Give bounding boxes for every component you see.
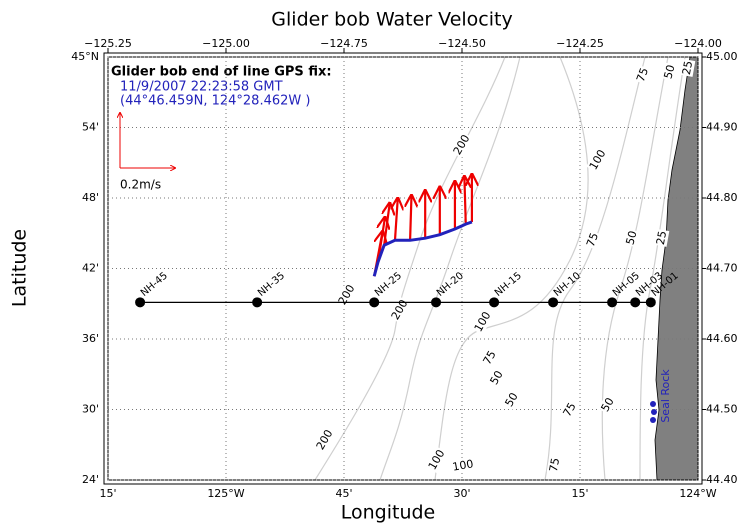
station-label: NH-15 xyxy=(493,270,524,299)
station xyxy=(607,297,618,308)
station xyxy=(252,297,263,308)
gps-position: (44°46.459N, 124°28.462W ) xyxy=(120,94,310,109)
station xyxy=(369,297,380,308)
velocity-arrow xyxy=(384,204,390,246)
bottom-tick-label: 15' xyxy=(99,487,116,500)
contour-label-bg xyxy=(679,58,696,77)
right-tick-label: 44.40 xyxy=(706,473,738,486)
station-label: NH-25 xyxy=(373,270,404,299)
contour-line xyxy=(379,56,521,481)
contour-label-bg xyxy=(471,308,494,335)
landmark-marker xyxy=(650,401,656,407)
contour-label-bg xyxy=(501,389,522,410)
contour-label: 50 xyxy=(598,395,616,414)
contour-label-bg xyxy=(450,131,473,158)
contour-label-bg xyxy=(335,281,358,308)
bottom-tick-label: 15' xyxy=(571,487,588,500)
left-tick-label: 24' xyxy=(82,473,99,486)
contour-label-bg xyxy=(559,399,580,420)
left-tick-label: 48' xyxy=(82,191,99,204)
contour-label-bg xyxy=(546,455,563,474)
contour-label: 100 xyxy=(451,457,474,473)
contours xyxy=(314,56,686,481)
contour-label-bg xyxy=(479,347,500,368)
station-label: NH-45 xyxy=(139,270,170,299)
contour-label-bg xyxy=(388,296,411,323)
contour-line xyxy=(434,56,589,481)
y-axis-title: Latitude xyxy=(9,229,31,307)
contour-label-bg xyxy=(623,228,640,248)
station xyxy=(431,297,442,308)
left-tick-label: 54' xyxy=(82,121,99,134)
bottom-tick-label: 124°W xyxy=(679,487,716,500)
right-tick-label: 44.70 xyxy=(706,262,738,275)
station-label: NH-20 xyxy=(435,270,466,299)
left-tick-label: 36' xyxy=(82,332,99,345)
bottom-tick-label: 125°W xyxy=(207,487,244,500)
landmark-marker xyxy=(651,409,657,415)
right-tick-label: 45.00 xyxy=(706,50,738,63)
contour-label: 75 xyxy=(584,231,601,249)
contour-label: 75 xyxy=(634,66,651,84)
contour-label: 25 xyxy=(654,230,669,246)
contour-label-bg xyxy=(425,446,448,473)
contour-label-bg xyxy=(586,146,609,173)
contour-label: 75 xyxy=(480,348,498,367)
contour-label: 75 xyxy=(560,400,578,419)
contour-label: 25 xyxy=(680,60,695,76)
velocity-arrow xyxy=(395,199,398,241)
top-tick-label: −124.00 xyxy=(674,37,722,50)
contour-label-bg xyxy=(633,65,652,85)
contour-label: 50 xyxy=(623,229,639,246)
contour-label-bg xyxy=(583,230,602,250)
contour-line xyxy=(639,56,686,481)
bottom-tick-label: 30' xyxy=(453,487,470,500)
contour-line xyxy=(544,56,646,481)
left-tick-label: 30' xyxy=(82,403,99,416)
contour-label-bg xyxy=(661,62,678,82)
contour-label-bg xyxy=(450,457,476,474)
scale-label: 0.2m/s xyxy=(120,178,161,192)
left-tick-label: 42' xyxy=(82,262,99,275)
contour-label: 50 xyxy=(502,390,520,409)
station xyxy=(489,297,500,308)
contour-label-bg xyxy=(313,426,336,453)
right-tick-label: 44.80 xyxy=(706,191,738,204)
contour-label-bg xyxy=(486,367,507,388)
station xyxy=(645,297,656,308)
velocity-arrow xyxy=(464,177,465,225)
map-title: Glider bob Water Velocity xyxy=(271,9,512,31)
velocity-arrow xyxy=(410,196,411,241)
x-axis-title: Longitude xyxy=(341,502,436,524)
station-label: NH-35 xyxy=(256,270,287,299)
top-tick-label: −124.25 xyxy=(556,37,604,50)
top-tick-label: −125.25 xyxy=(84,37,132,50)
station xyxy=(135,297,146,308)
landmark-marker xyxy=(650,417,656,423)
right-tick-label: 44.50 xyxy=(706,403,738,416)
right-tick-label: 44.60 xyxy=(706,332,738,345)
glider-track xyxy=(372,220,473,277)
top-tick-label: −124.50 xyxy=(438,37,486,50)
contour-label-bg xyxy=(653,228,670,247)
top-tick-label: −124.75 xyxy=(320,37,368,50)
contour-label: 50 xyxy=(661,63,677,80)
top-tick-label: −125.00 xyxy=(202,37,250,50)
contour-label-bg xyxy=(597,394,618,415)
right-tick-label: 44.90 xyxy=(706,121,738,134)
bottom-tick-label: 45' xyxy=(335,487,352,500)
gps-heading: Glider bob end of line GPS fix: xyxy=(111,65,332,80)
station xyxy=(548,297,559,308)
contour-line xyxy=(601,56,669,481)
contour-label: 75 xyxy=(547,457,562,473)
contour-label: 50 xyxy=(487,368,505,387)
station xyxy=(630,297,641,308)
landmark-label: Seal Rock xyxy=(659,369,672,423)
left-tick-label: 45°N xyxy=(71,50,99,63)
gps-time: 11/9/2007 22:23:58 GMT xyxy=(120,80,283,95)
